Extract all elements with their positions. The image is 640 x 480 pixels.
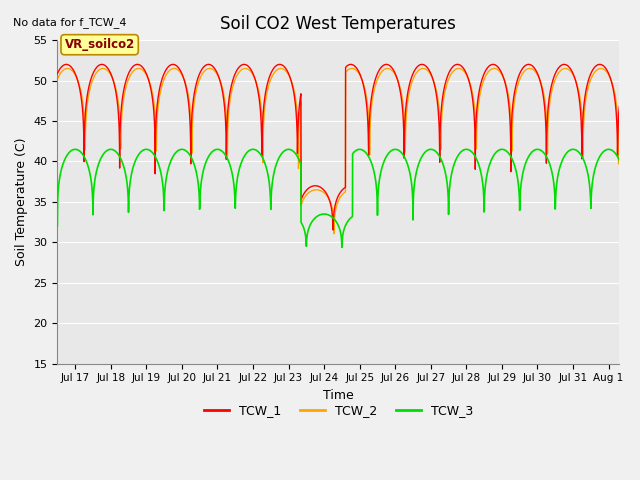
- Title: Soil CO2 West Temperatures: Soil CO2 West Temperatures: [220, 15, 456, 33]
- Y-axis label: Soil Temperature (C): Soil Temperature (C): [15, 138, 28, 266]
- X-axis label: Time: Time: [323, 389, 354, 402]
- Text: VR_soilco2: VR_soilco2: [65, 38, 135, 51]
- Text: No data for f_TCW_4: No data for f_TCW_4: [13, 17, 126, 28]
- Legend: TCW_1, TCW_2, TCW_3: TCW_1, TCW_2, TCW_3: [199, 399, 478, 422]
